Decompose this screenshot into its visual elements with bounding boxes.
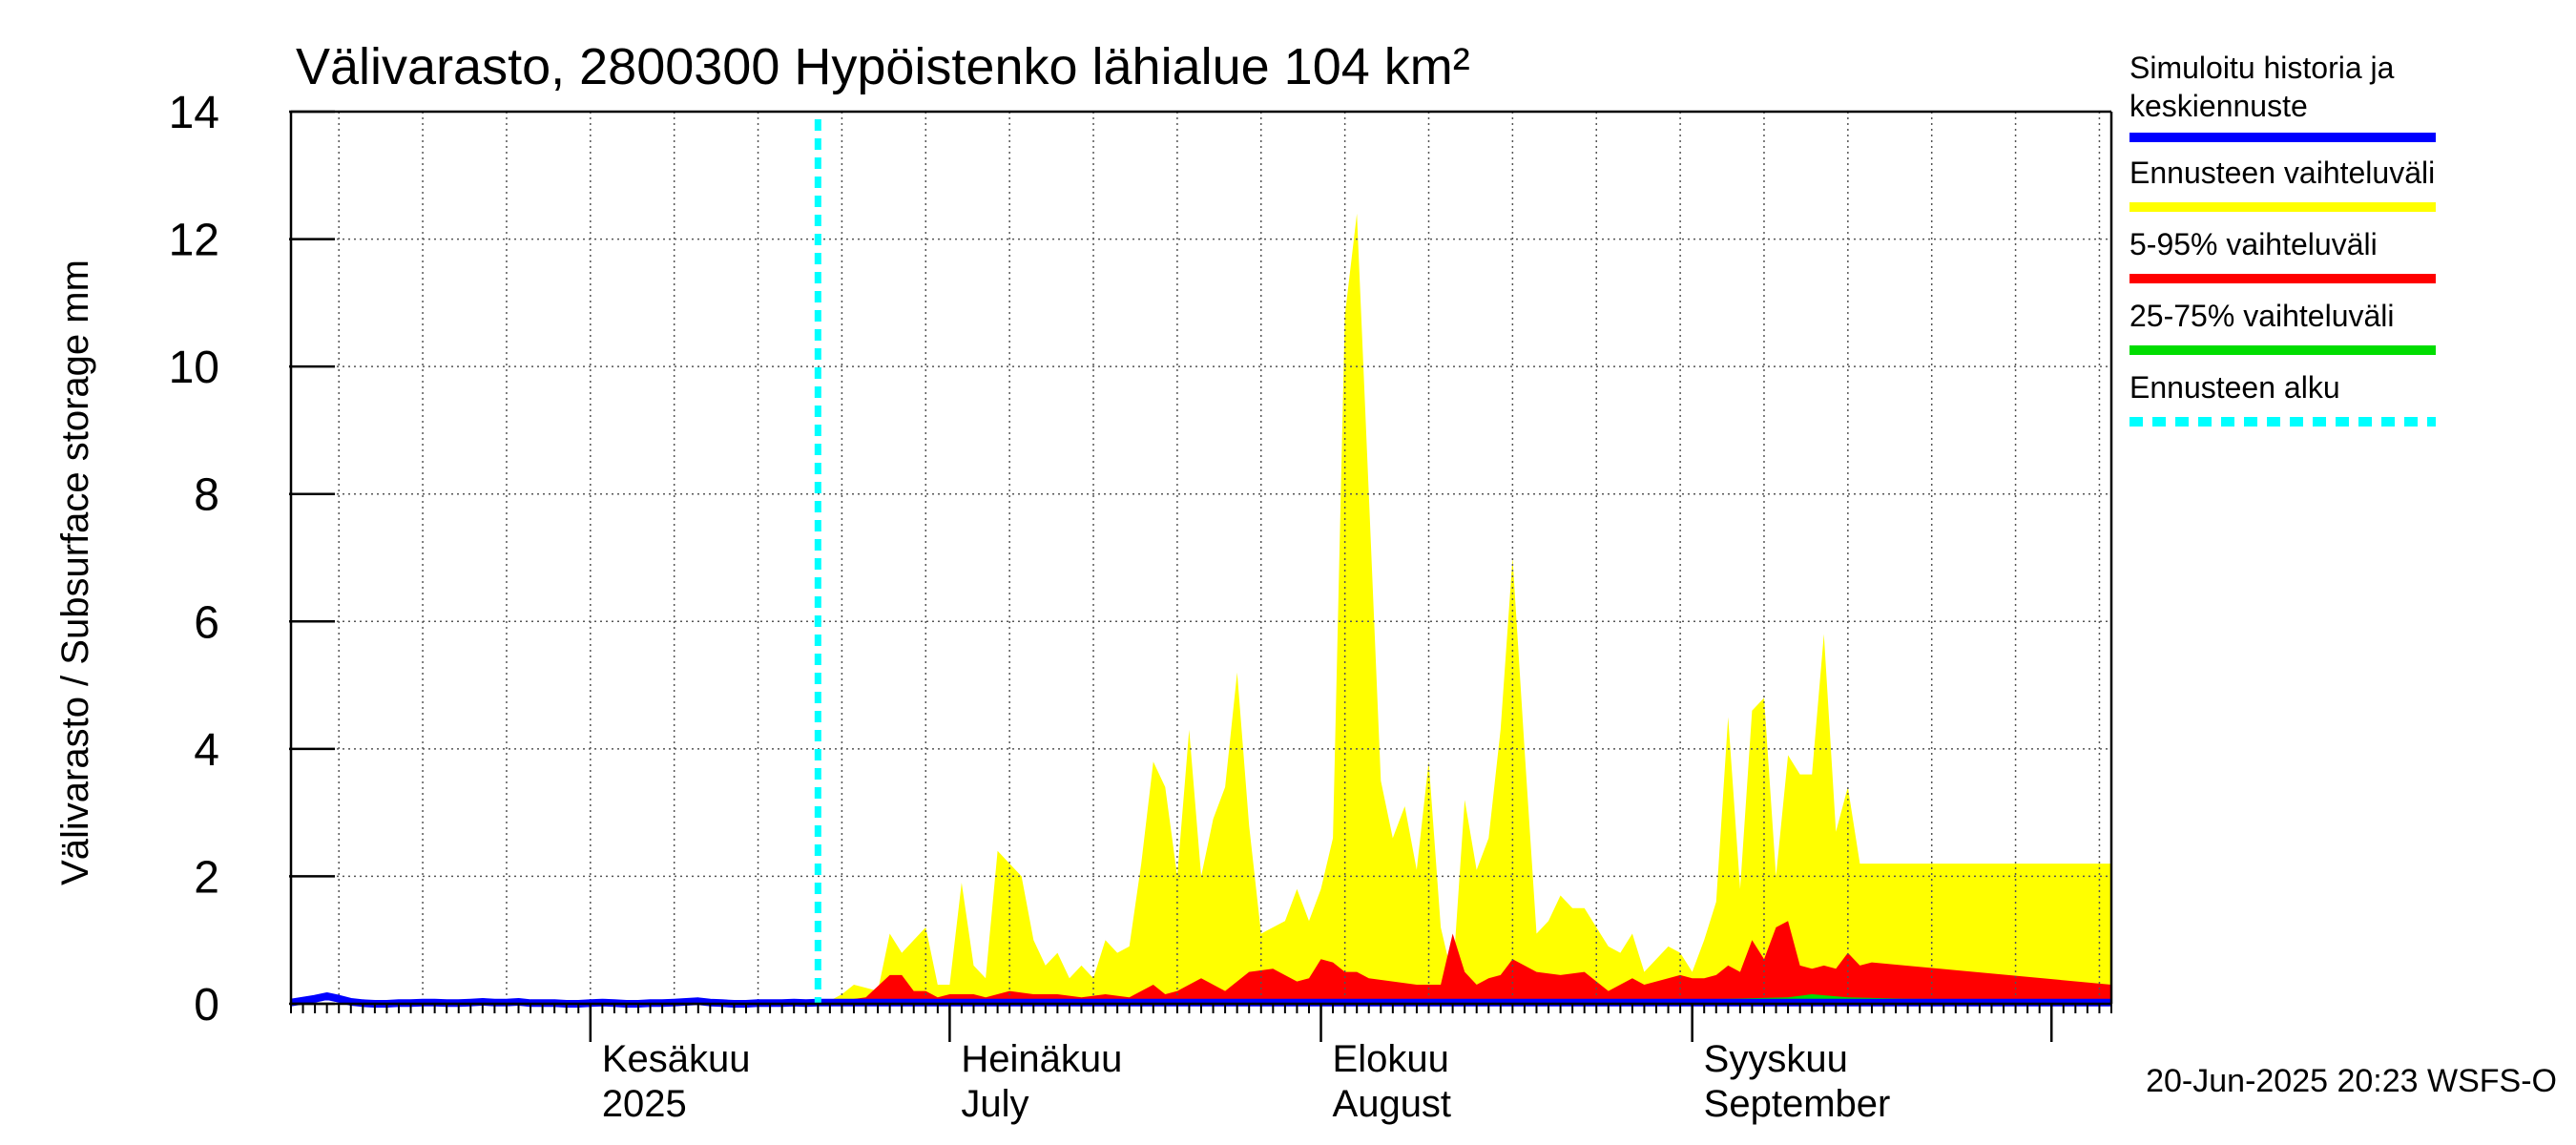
x-month-label-sub: September	[1704, 1083, 1891, 1125]
y-tick-label: 8	[194, 470, 219, 521]
legend-label: 5-95% vaihteluväli	[2129, 227, 2378, 261]
legend-label: 25-75% vaihteluväli	[2129, 299, 2395, 333]
legend-label: Simuloitu historia ja	[2129, 51, 2395, 85]
series-range-full-area	[818, 213, 2111, 1004]
y-tick-label: 4	[194, 725, 219, 776]
y-tick-label: 14	[169, 88, 219, 138]
x-month-label: Syyskuu	[1704, 1038, 1848, 1080]
x-month-label-sub: 2025	[602, 1083, 687, 1125]
legend-label: Ennusteen alku	[2129, 370, 2340, 405]
y-tick-label: 0	[194, 980, 219, 1030]
legend-label-line2: keskiennuste	[2129, 89, 2308, 123]
legend-label: Ennusteen vaihteluväli	[2129, 156, 2435, 190]
footer-timestamp: 20-Jun-2025 20:23 WSFS-O	[2146, 1063, 2557, 1099]
y-tick-label: 10	[169, 343, 219, 393]
y-tick-label: 2	[194, 852, 219, 903]
x-month-label: Elokuu	[1333, 1038, 1449, 1080]
y-tick-label: 12	[169, 216, 219, 266]
y-tick-label: 6	[194, 597, 219, 648]
chart-title: Välivarasto, 2800300 Hypöistenko lähialu…	[296, 38, 1470, 95]
x-month-label: Heinäkuu	[961, 1038, 1122, 1080]
x-month-label: Kesäkuu	[602, 1038, 751, 1080]
y-axis-label: Välivarasto / Subsurface storage mm	[54, 260, 96, 885]
x-month-label-sub: July	[961, 1083, 1028, 1125]
legend: Simuloitu historia ja keskiennuste Ennuste…	[2129, 51, 2436, 427]
x-month-label-sub: August	[1333, 1083, 1452, 1125]
series-range-5-95-area	[818, 921, 2111, 1004]
